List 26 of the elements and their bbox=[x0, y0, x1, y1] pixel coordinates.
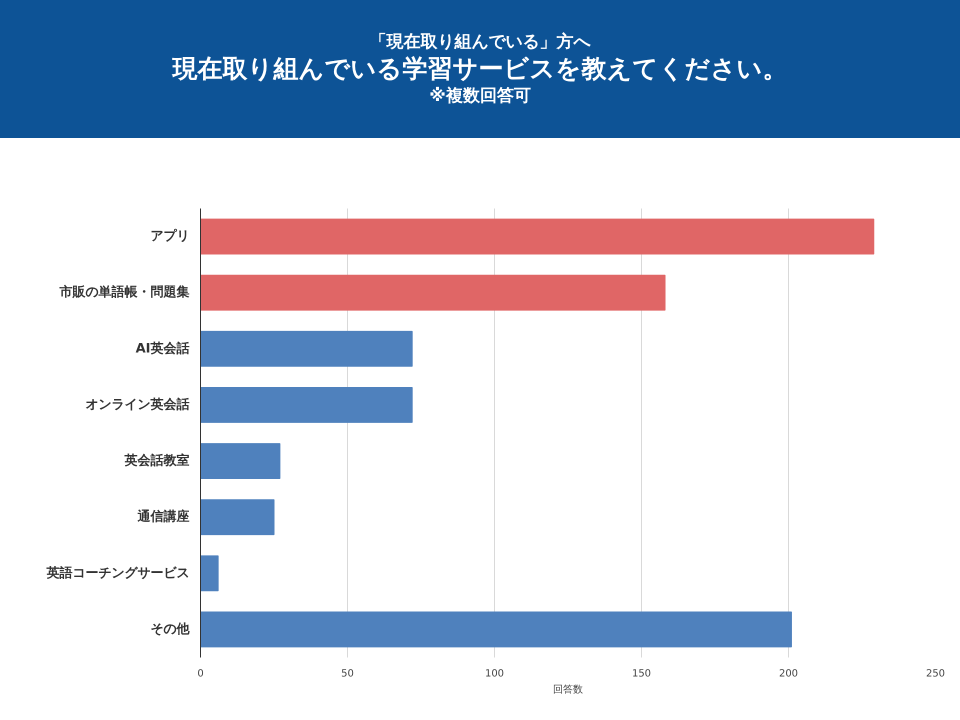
y-tick-label: その他 bbox=[150, 622, 190, 637]
chart-title: 現在取り組んでいる学習サービスを教えてください。 bbox=[171, 52, 788, 85]
y-tick-label: 市販の単語帳・問題集 bbox=[58, 284, 190, 300]
bar bbox=[200, 555, 219, 592]
x-tick-label: 50 bbox=[341, 668, 354, 680]
bar bbox=[200, 218, 874, 254]
y-tick-label: AI英会話 bbox=[136, 340, 190, 356]
bar bbox=[200, 274, 666, 311]
bar bbox=[200, 387, 413, 423]
chart-subtitle: 「現在取り組んでいる」方へ bbox=[368, 30, 592, 53]
x-tick-label: 150 bbox=[632, 668, 652, 680]
y-tick-label: 英会話教室 bbox=[124, 452, 190, 469]
x-tick-label: 200 bbox=[778, 668, 798, 680]
y-tick-label: アプリ bbox=[150, 228, 190, 244]
text: ※複数回答可 bbox=[428, 85, 532, 108]
y-tick-label: 英語コーチングサービス bbox=[46, 564, 190, 581]
x-axis-title: 回答数 bbox=[553, 684, 583, 696]
bar bbox=[200, 330, 413, 367]
x-tick-label: 0 bbox=[197, 668, 204, 680]
bar bbox=[200, 612, 792, 648]
x-tick-label: 250 bbox=[926, 668, 946, 680]
bar bbox=[200, 443, 280, 479]
y-tick-label: 通信講座 bbox=[136, 508, 190, 525]
x-tick-label: 100 bbox=[484, 668, 504, 680]
bar bbox=[200, 499, 274, 536]
y-tick-label: オンライン英会話 bbox=[86, 396, 190, 412]
